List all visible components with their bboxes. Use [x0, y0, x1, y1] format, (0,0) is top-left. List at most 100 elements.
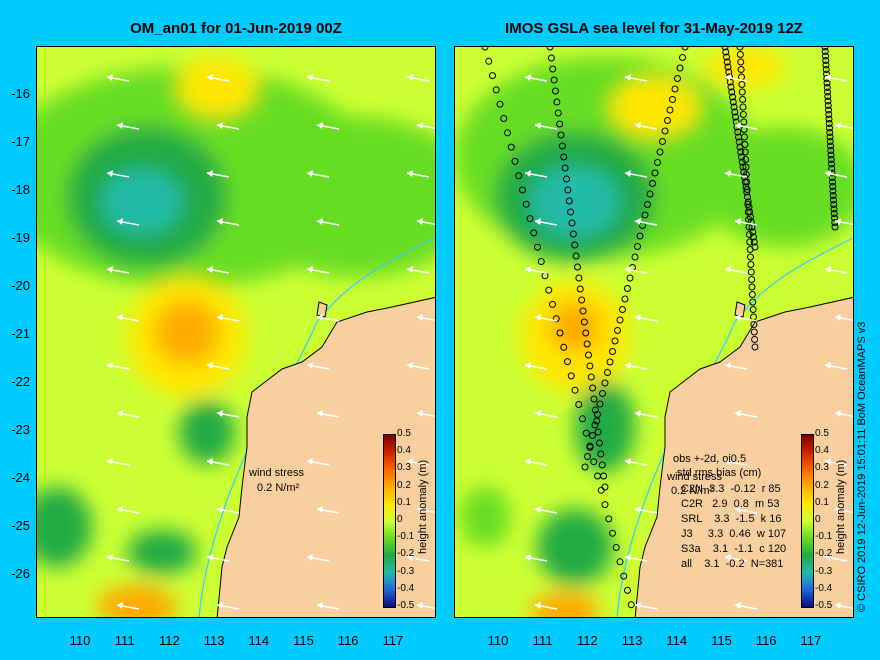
obs-track-marker	[826, 124, 833, 132]
wind-arrow-head	[217, 410, 223, 417]
obs-track-marker	[732, 113, 739, 121]
obs-track-marker	[739, 103, 747, 111]
australia-land	[634, 296, 853, 617]
wind-arrow-head	[735, 122, 741, 129]
wind-arrow-head	[417, 122, 423, 129]
obs-track-marker	[611, 337, 619, 345]
right-map-title: IMOS GSLA sea level for 31-May-2019 12Z	[505, 20, 803, 37]
left-map-panel: wind stress 0.2 N/m² 0.5 0.4 0.3 0.2 0.1 0 -0.…	[36, 46, 436, 618]
obs-track-marker	[601, 483, 609, 491]
obs-track-marker	[546, 47, 554, 51]
obs-track-marker	[564, 358, 571, 366]
obs-track-marker	[826, 129, 834, 136]
wind-arrow-head	[217, 506, 223, 513]
wind-arrow-head	[307, 362, 313, 369]
obs-track-marker	[738, 88, 746, 96]
wind-arrow-head	[407, 170, 413, 177]
obs-track-marker	[822, 61, 830, 69]
obs-track-marker	[519, 186, 526, 194]
wind-arrow-head	[835, 602, 841, 609]
wind-arrow-head	[317, 314, 323, 321]
wind-arrow-head	[107, 458, 113, 465]
wind-arrow-head	[307, 170, 313, 177]
obs-track-marker	[594, 411, 601, 418]
obs-track-marker	[594, 428, 602, 436]
obs-track-marker	[581, 463, 589, 471]
obs-track-marker	[724, 63, 732, 71]
wind-arrow-head	[407, 362, 413, 369]
obs-track-marker	[609, 348, 616, 355]
altimeter-track-markers	[481, 47, 839, 609]
obs-track-marker	[526, 215, 534, 223]
obs-track-marker	[616, 558, 624, 566]
obs-track-marker	[739, 163, 747, 171]
wind-stress-value: 0.2 N/m²	[257, 482, 300, 494]
obs-track-marker	[734, 128, 742, 136]
latitude-label: -26	[11, 566, 30, 581]
obs-track-marker	[744, 193, 751, 201]
wind-arrow-head	[407, 74, 413, 81]
wind-arrow-head	[217, 602, 223, 609]
obs-track-marker	[654, 159, 661, 166]
obs-track-marker	[749, 306, 757, 313]
wind-arrow-head	[535, 506, 541, 513]
obs-track-marker	[743, 178, 751, 186]
obs-track-marker	[605, 515, 613, 523]
obs-track-marker	[591, 406, 599, 414]
longitude-label: 111	[532, 633, 553, 648]
obs-track-marker	[550, 76, 558, 84]
latitude-label: -16	[11, 86, 30, 101]
left-map-title: OM_an01 for 01-Jun-2019 00Z	[130, 20, 342, 37]
colorbar-tick-label: -0.1	[815, 531, 833, 543]
longitude-label: 111	[114, 633, 135, 648]
obs-track-marker	[829, 183, 837, 190]
wind-arrow-head	[217, 314, 223, 321]
obs-track-marker	[556, 120, 564, 128]
obs-track-marker	[500, 115, 508, 122]
wind-arrow-head	[317, 218, 323, 225]
colorbar-tick-label: -0.1	[397, 531, 415, 543]
obs-track-marker	[560, 153, 568, 161]
obs-track-marker	[616, 316, 624, 324]
colorbar-tick-label: -0.2	[815, 548, 833, 560]
latitude-label: -23	[11, 422, 30, 437]
obs-track-marker	[597, 450, 605, 458]
wind-arrow-head	[525, 266, 531, 273]
wind-arrow-head	[207, 170, 213, 177]
obs-track-marker	[590, 395, 598, 403]
colorbar-tick-label: 0	[815, 514, 821, 525]
colorbar-tick-label: 0.1	[815, 496, 829, 508]
obs-track-marker	[567, 208, 575, 216]
obs-track-marker	[627, 601, 635, 609]
obs-track-marker	[537, 258, 545, 265]
obs-track-marker	[589, 384, 597, 392]
wind-arrow-head	[735, 218, 741, 225]
wind-arrow-head	[825, 554, 831, 561]
obs-track-marker	[556, 329, 564, 337]
longitude-label: 113	[203, 633, 225, 648]
obs-track-marker	[586, 442, 594, 450]
obs-track-marker	[583, 340, 591, 348]
obs-track-marker	[646, 190, 654, 198]
obs-track-marker	[747, 261, 755, 268]
obs-track-marker	[666, 106, 674, 114]
obs-track-marker	[601, 379, 609, 387]
obs-track-marker	[751, 336, 759, 343]
colorbar-tick-label: 0.3	[815, 462, 829, 474]
obs-track-marker	[674, 75, 681, 82]
obs-track-marker	[600, 472, 608, 480]
obs-track-marker	[549, 65, 557, 73]
wind-arrow-head	[635, 410, 641, 417]
wind-arrow-head	[307, 266, 313, 273]
obs-track-marker	[644, 201, 651, 208]
obs-track-marker	[744, 201, 752, 208]
obs-track-marker	[723, 53, 730, 61]
obs-track-marker	[745, 216, 753, 223]
obs-track-marker	[589, 432, 596, 439]
obs-track-marker	[572, 252, 580, 260]
obs-track-marker	[731, 108, 739, 116]
right-map-svg	[455, 47, 853, 617]
colorbar-tick-label: -0.5	[397, 600, 415, 611]
obs-track-marker	[481, 47, 489, 51]
colorbar-tick-label: -0.3	[815, 565, 833, 577]
